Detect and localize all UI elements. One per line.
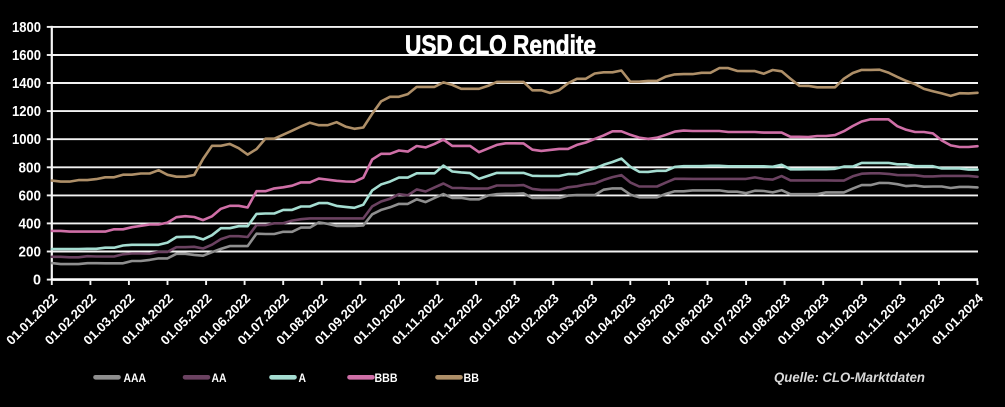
svg-text:1200: 1200 xyxy=(12,103,41,120)
svg-text:0: 0 xyxy=(33,272,41,289)
svg-text:400: 400 xyxy=(19,215,42,232)
svg-text:200: 200 xyxy=(19,244,42,261)
svg-text:AA: AA xyxy=(212,371,227,385)
svg-text:BB: BB xyxy=(464,371,480,385)
svg-text:A: A xyxy=(299,371,307,385)
svg-text:600: 600 xyxy=(19,187,42,204)
svg-text:BBB: BBB xyxy=(375,371,398,385)
svg-text:1400: 1400 xyxy=(12,75,41,92)
svg-text:Quelle: CLO-Marktdaten: Quelle: CLO-Marktdaten xyxy=(774,370,925,385)
svg-text:800: 800 xyxy=(19,159,42,176)
svg-text:USD CLO Rendite: USD CLO Rendite xyxy=(405,30,596,60)
svg-text:AAA: AAA xyxy=(124,371,147,385)
svg-text:1800: 1800 xyxy=(12,19,41,36)
svg-text:1600: 1600 xyxy=(12,47,41,64)
svg-text:1000: 1000 xyxy=(12,131,41,148)
